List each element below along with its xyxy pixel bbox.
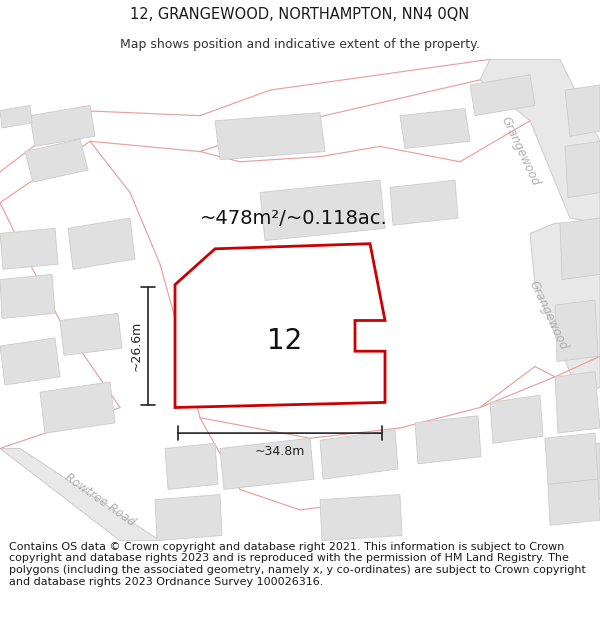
Polygon shape: [545, 433, 598, 484]
Polygon shape: [0, 106, 32, 128]
Polygon shape: [0, 338, 60, 385]
Polygon shape: [565, 141, 600, 198]
Polygon shape: [400, 109, 470, 149]
Polygon shape: [155, 494, 222, 541]
Polygon shape: [0, 274, 55, 318]
Polygon shape: [548, 479, 600, 525]
Polygon shape: [215, 112, 325, 160]
Text: ~478m²/~0.118ac.: ~478m²/~0.118ac.: [200, 209, 388, 227]
Polygon shape: [220, 438, 314, 489]
Text: 12, GRANGEWOOD, NORTHAMPTON, NN4 0QN: 12, GRANGEWOOD, NORTHAMPTON, NN4 0QN: [130, 8, 470, 22]
Text: Rowtree Road: Rowtree Road: [62, 471, 137, 529]
Polygon shape: [25, 139, 88, 182]
Polygon shape: [165, 443, 218, 489]
Polygon shape: [175, 244, 385, 408]
Polygon shape: [390, 180, 458, 225]
Text: ~34.8m: ~34.8m: [255, 446, 305, 458]
Polygon shape: [30, 106, 95, 146]
Text: Map shows position and indicative extent of the property.: Map shows position and indicative extent…: [120, 38, 480, 51]
Polygon shape: [0, 228, 58, 269]
Text: 12: 12: [268, 327, 302, 355]
Polygon shape: [555, 300, 598, 361]
Polygon shape: [40, 382, 115, 433]
Polygon shape: [490, 395, 543, 443]
Text: Contains OS data © Crown copyright and database right 2021. This information is : Contains OS data © Crown copyright and d…: [9, 542, 586, 587]
Polygon shape: [60, 313, 122, 355]
Polygon shape: [480, 59, 600, 223]
Text: Grangewood: Grangewood: [526, 279, 570, 352]
Text: Grangewood: Grangewood: [498, 115, 542, 188]
Polygon shape: [320, 494, 402, 541]
Polygon shape: [320, 430, 398, 479]
Polygon shape: [0, 449, 160, 541]
Text: ~26.6m: ~26.6m: [130, 321, 143, 371]
Polygon shape: [470, 75, 535, 116]
Polygon shape: [555, 443, 600, 505]
Polygon shape: [530, 223, 600, 398]
Polygon shape: [555, 372, 600, 433]
Polygon shape: [560, 218, 600, 279]
Polygon shape: [415, 416, 481, 464]
Polygon shape: [565, 85, 600, 136]
Polygon shape: [68, 218, 135, 269]
Polygon shape: [260, 180, 385, 241]
